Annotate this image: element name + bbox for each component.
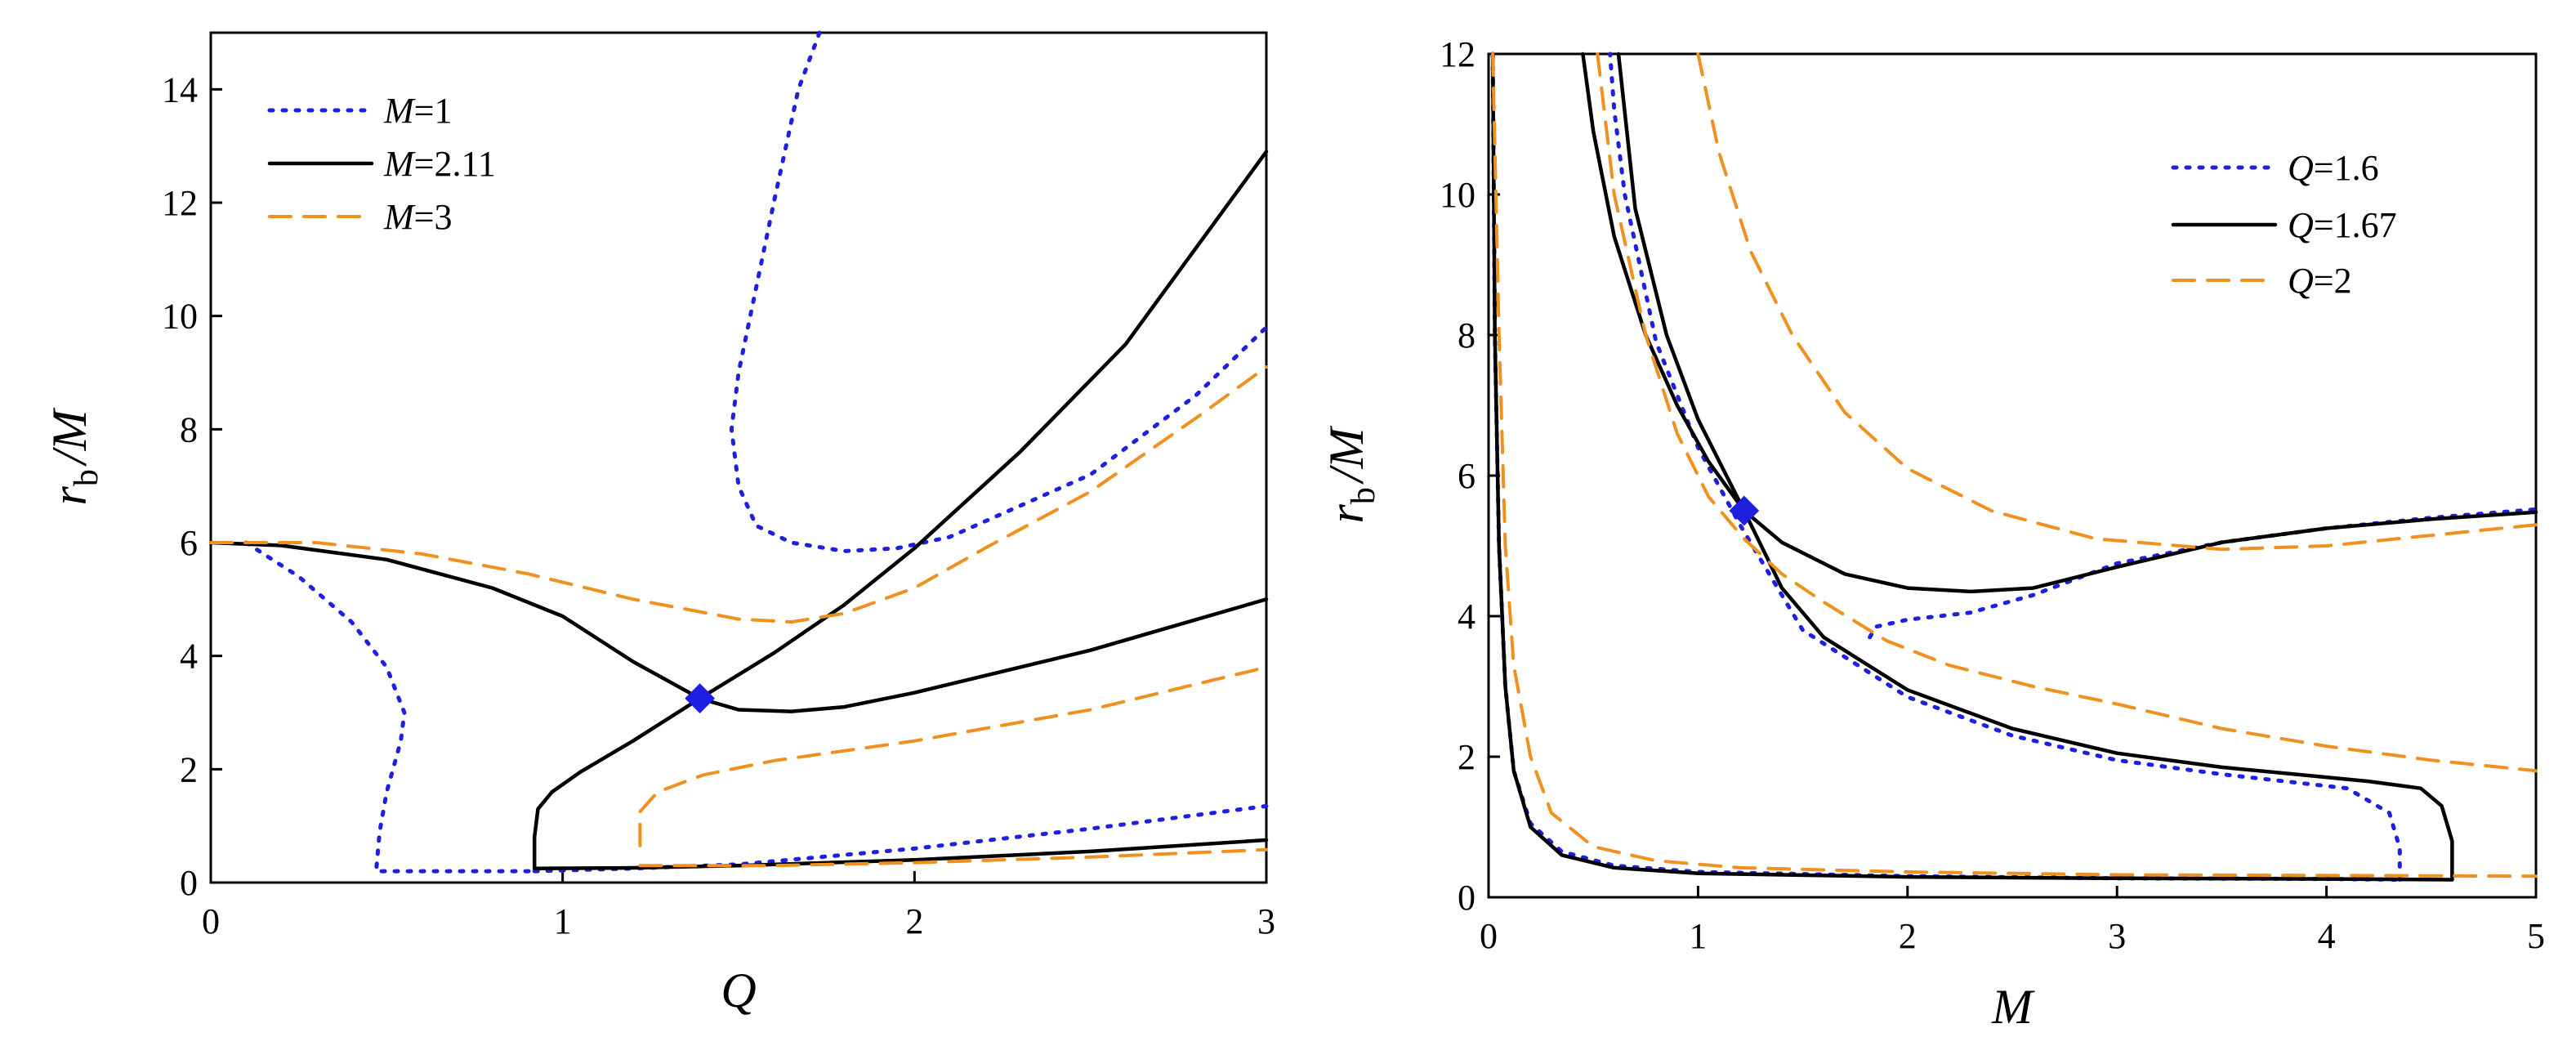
plot-frame-left <box>209 31 1268 884</box>
legend-label-right-0: Q=1.6 <box>2288 148 2379 188</box>
x-tick-label-right-0: 0 <box>1480 916 1498 956</box>
legend-label-left-1: M=2.11 <box>383 144 496 184</box>
series-right-2-curve-2 <box>1696 52 2538 552</box>
series-right-0-curve-1 <box>1608 51 2402 882</box>
x-ticks-right: 0 1 2 3 4 5 <box>1480 886 2545 956</box>
y-tick-label-right-2: 4 <box>1458 597 1476 637</box>
y-axis-label-main-left: r <box>42 486 96 506</box>
x-tick-label-right-4: 4 <box>2318 916 2336 956</box>
x-tick-label-left-3: 3 <box>1257 901 1275 941</box>
series-right-1-curve-1 <box>1616 51 2454 882</box>
legend-right: Q=1.6 Q=1.67 Q=2 <box>2171 148 2397 301</box>
intersection-marker-left <box>685 683 716 714</box>
curves-left <box>208 30 1269 874</box>
x-axis-label-right: M <box>1991 980 2035 1034</box>
series-right-1-curve-0 <box>1490 51 2454 882</box>
intersection-marker-right <box>1729 495 1760 526</box>
series-left-2-curve-1 <box>638 665 1268 847</box>
y-tick-label-right-3: 6 <box>1458 456 1476 496</box>
series-left-1-curve-0 <box>208 540 1269 713</box>
curves-right <box>1490 51 2538 882</box>
series-right-0-curve-0 <box>1490 51 2402 882</box>
y-tick-label-right-0: 0 <box>1458 878 1476 918</box>
y-axis-label-tail-left: /M <box>42 407 96 467</box>
y-axis-label-main-right: r <box>1319 504 1373 524</box>
y-tick-label-left-7: 14 <box>162 69 198 110</box>
y-tick-label-right-1: 2 <box>1458 737 1476 777</box>
x-ticks-left: 0 1 2 3 <box>202 871 1275 941</box>
legend-label-left-0: M=1 <box>383 91 452 131</box>
y-axis-label-right: rb/M <box>1319 425 1382 523</box>
y-axis-label-sub-right: b <box>1345 487 1382 504</box>
series-left-0-curve-0 <box>243 540 537 874</box>
legend-label-right-1: Q=1.67 <box>2288 205 2397 245</box>
y-tick-label-right-5: 10 <box>1440 175 1476 215</box>
series-right-0-curve-2 <box>1868 507 2538 640</box>
x-tick-label-left-2: 2 <box>905 901 923 941</box>
series-left-2-curve-0 <box>209 365 1268 624</box>
y-ticks-right: 0 2 4 6 8 10 12 <box>1440 34 1500 918</box>
y-tick-label-left-0: 0 <box>180 863 198 903</box>
y-ticks-left: 0 2 4 6 8 10 12 14 <box>162 69 222 903</box>
series-left-1-curve-1 <box>532 150 1269 870</box>
x-tick-label-right-5: 5 <box>2527 916 2545 956</box>
series-right-2-curve-1 <box>1596 52 2538 773</box>
y-axis-label-tail-right: /M <box>1319 425 1373 485</box>
legend-label-left-2: M=3 <box>383 197 452 237</box>
series-left-1-curve-2 <box>532 838 1269 870</box>
y-axis-label-left: rb/M <box>42 407 105 505</box>
legend-label-right-2: Q=2 <box>2288 261 2352 301</box>
plot-frame-right <box>1487 52 2538 899</box>
y-tick-label-left-4: 8 <box>180 409 198 449</box>
series-right-2-curve-0 <box>1491 52 2538 878</box>
y-tick-label-left-3: 6 <box>180 523 198 563</box>
series-left-0-curve-2 <box>729 30 1269 553</box>
x-tick-label-left-0: 0 <box>202 901 220 941</box>
y-tick-label-left-2: 4 <box>180 637 198 677</box>
x-tick-label-right-3: 3 <box>2108 916 2126 956</box>
y-axis-label-sub-left: b <box>68 469 105 486</box>
y-tick-label-left-6: 12 <box>162 183 198 223</box>
y-tick-label-left-5: 10 <box>162 297 198 337</box>
series-right-1-curve-2 <box>1581 51 2538 594</box>
y-tick-label-left-1: 2 <box>180 749 198 789</box>
y-tick-label-right-6: 12 <box>1440 34 1476 74</box>
x-axis-label-left: Q <box>721 963 756 1017</box>
x-tick-label-left-1: 1 <box>554 901 572 941</box>
x-tick-label-right-2: 2 <box>1899 916 1917 956</box>
x-tick-label-right-1: 1 <box>1689 916 1707 956</box>
y-tick-label-right-4: 8 <box>1458 315 1476 355</box>
series-left-2-curve-2 <box>638 847 1268 868</box>
legend-left: M=1 M=2.11 M=3 <box>267 91 496 237</box>
